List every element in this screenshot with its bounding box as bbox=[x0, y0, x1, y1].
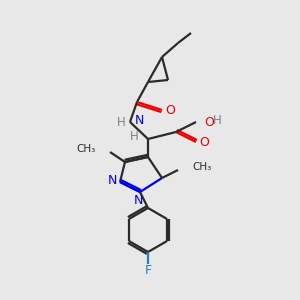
Text: N: N bbox=[107, 173, 117, 187]
Text: O: O bbox=[199, 136, 209, 148]
Text: O: O bbox=[165, 103, 175, 116]
Text: H: H bbox=[130, 130, 138, 142]
Text: O: O bbox=[204, 116, 214, 128]
Text: N: N bbox=[135, 115, 144, 128]
Text: F: F bbox=[144, 263, 152, 277]
Text: H: H bbox=[213, 115, 222, 128]
Text: H: H bbox=[117, 116, 126, 128]
Text: CH₃: CH₃ bbox=[192, 162, 211, 172]
Text: N: N bbox=[133, 194, 143, 206]
Text: CH₃: CH₃ bbox=[77, 144, 96, 154]
